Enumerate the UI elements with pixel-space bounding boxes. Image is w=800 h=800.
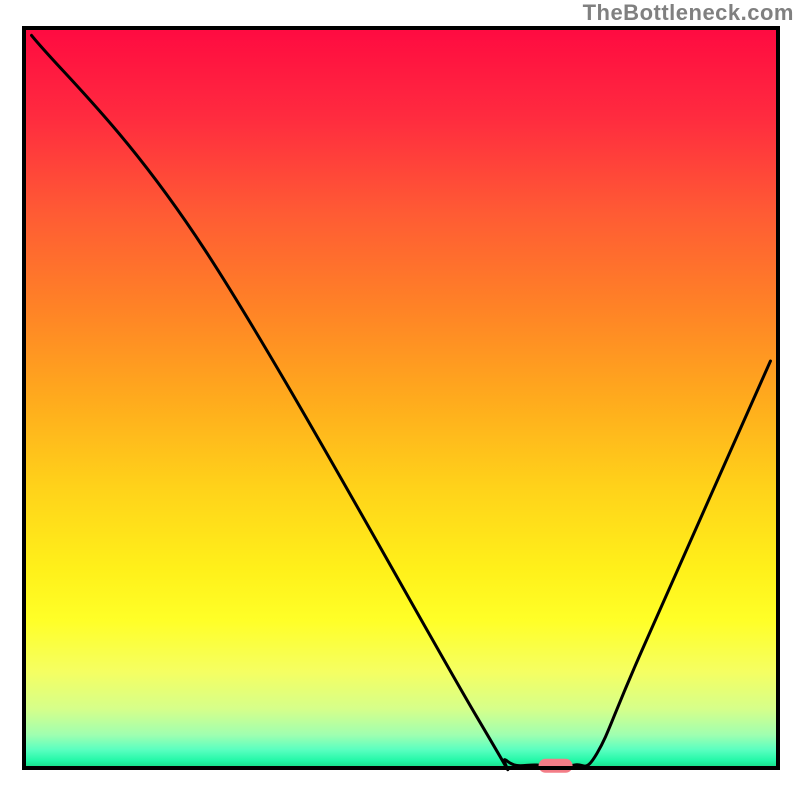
- optimal-point-marker: [539, 759, 573, 773]
- bottleneck-chart: [0, 0, 800, 800]
- watermark-text: TheBottleneck.com: [583, 0, 794, 26]
- chart-gradient-background: [24, 28, 778, 768]
